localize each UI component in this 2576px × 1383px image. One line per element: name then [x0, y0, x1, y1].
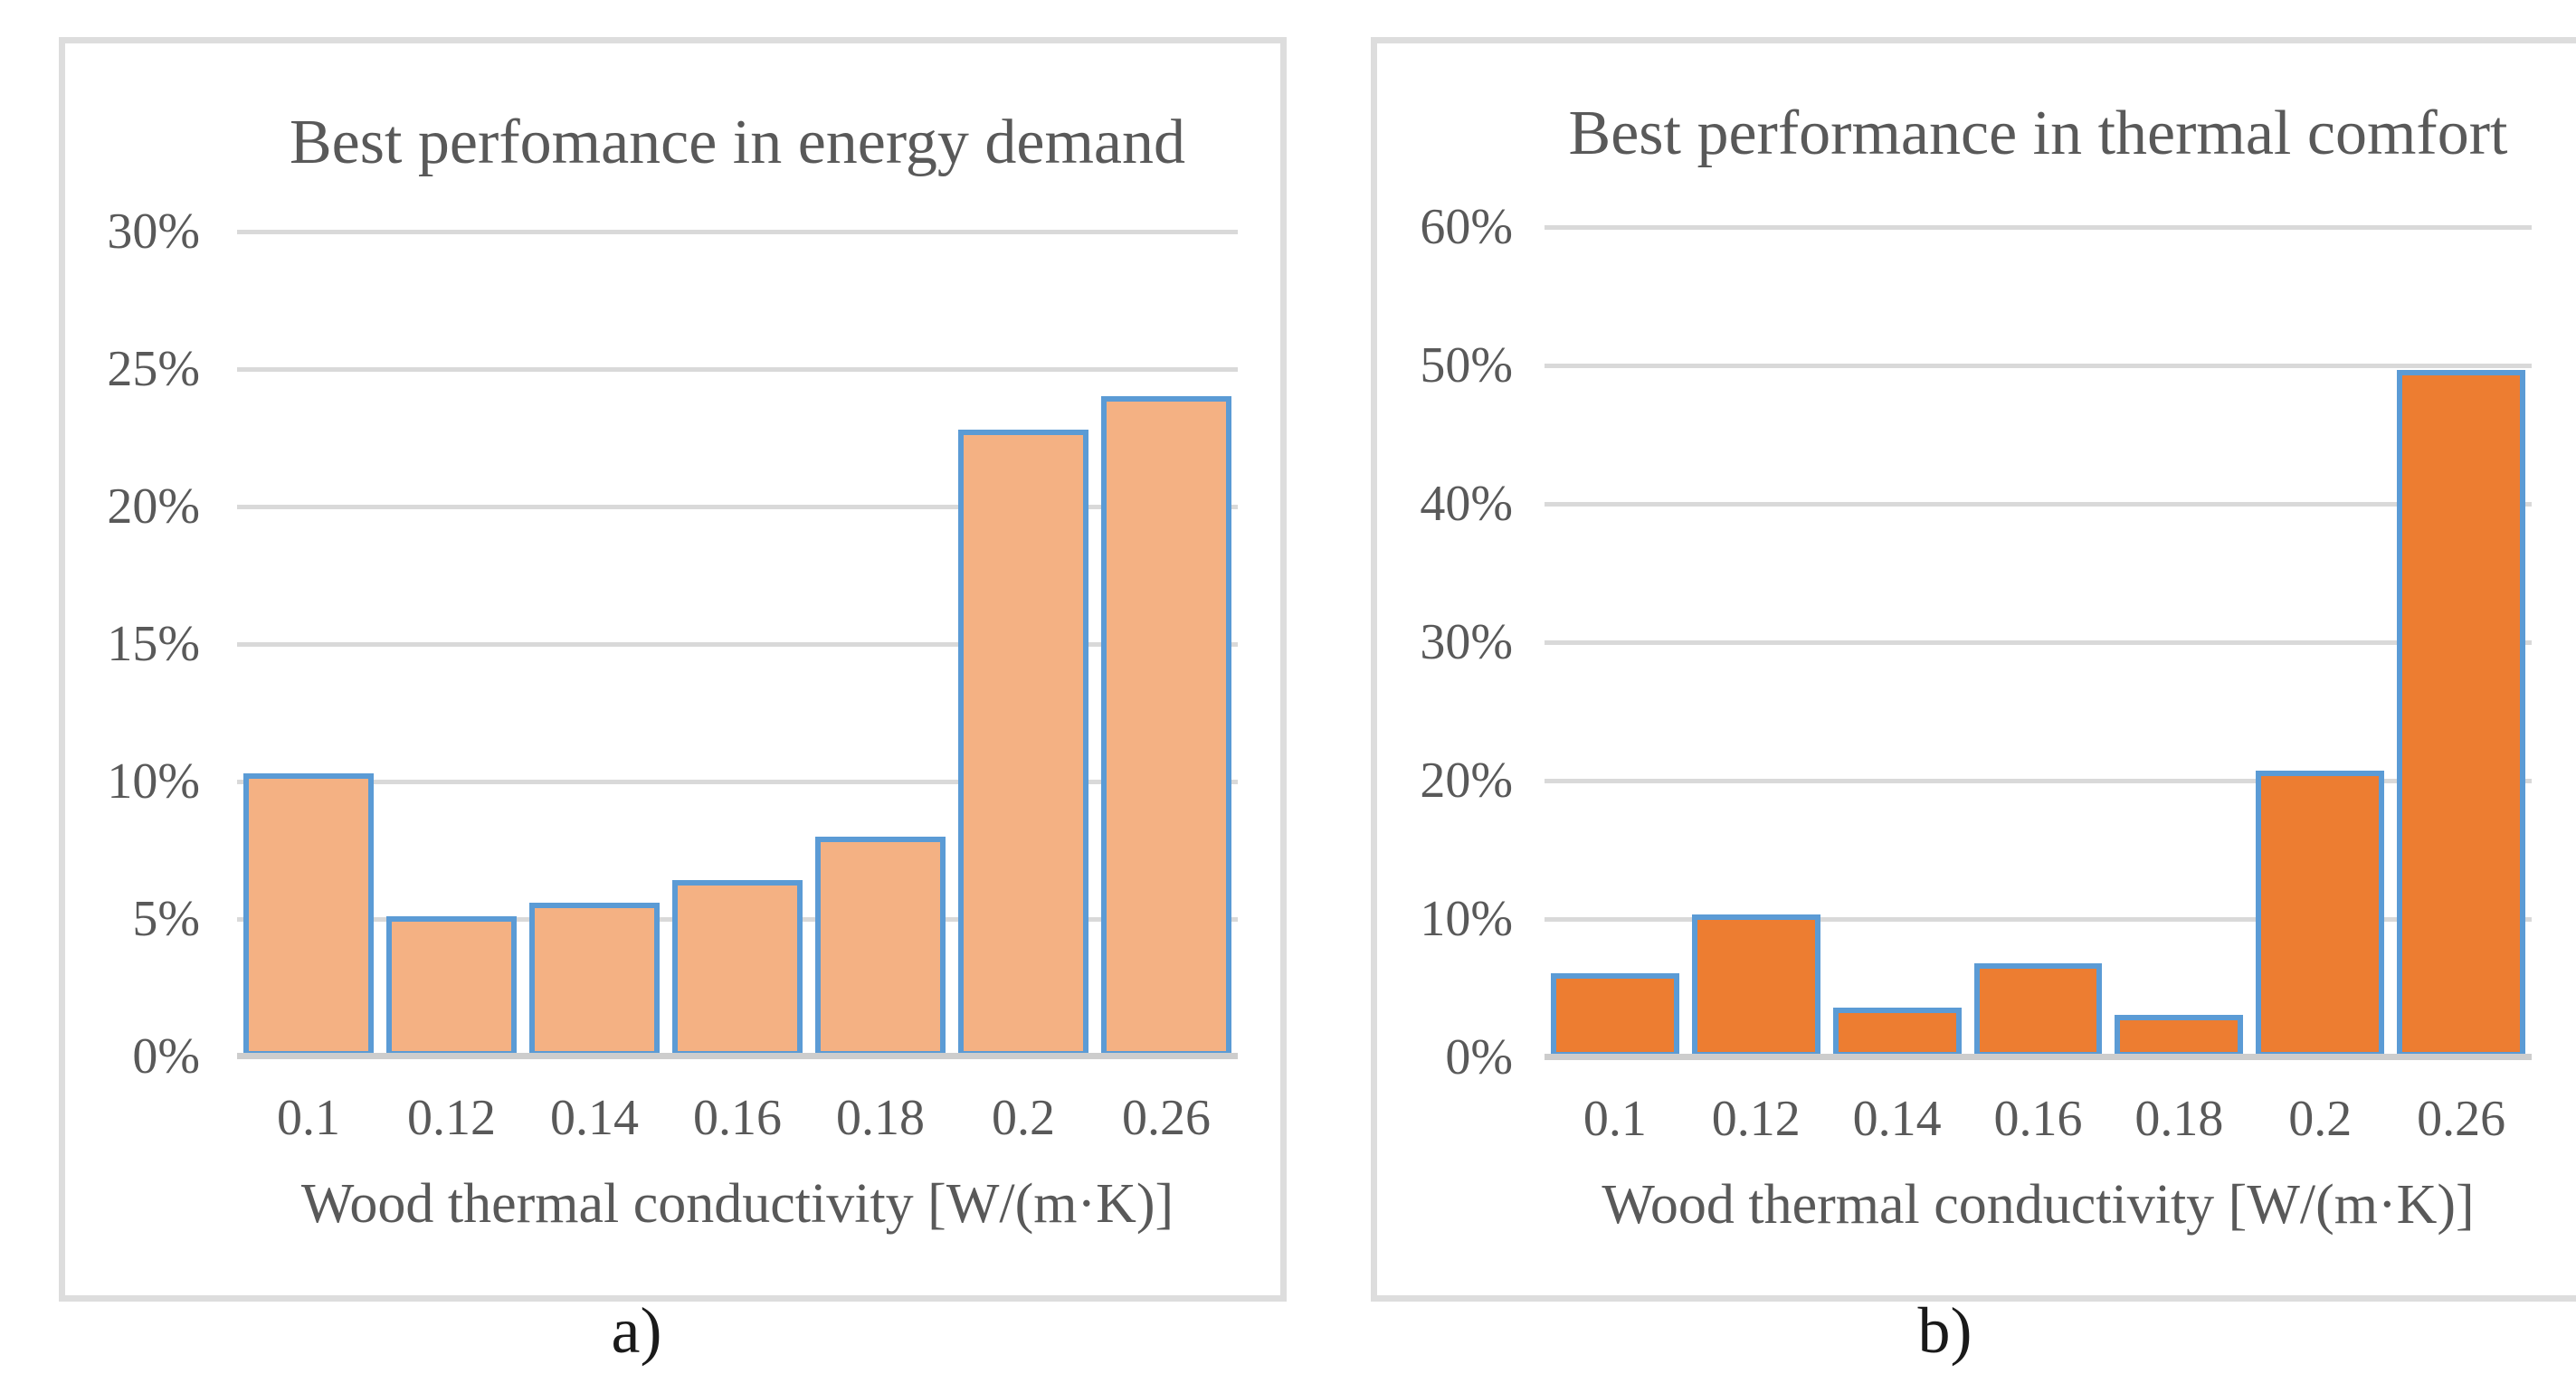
x-tick-label: 0.14	[550, 1090, 639, 1146]
x-tick-label: 0.12	[407, 1090, 496, 1146]
y-tick-label: 10%	[107, 753, 200, 810]
y-tick-label: 20%	[107, 478, 200, 535]
chart-title: Best performance in thermal comfort	[1568, 99, 2508, 168]
chart-panel-thermal-comfort: Best performance in thermal comfort 60% 5…	[1371, 37, 2576, 1302]
bar-0.26	[1101, 396, 1231, 1056]
x-tick-label: 0.2	[2288, 1091, 2353, 1147]
y-tick-label: 60%	[1420, 199, 1513, 255]
panel-caption-b: b)	[1917, 1294, 1972, 1367]
y-tick-label: 0%	[132, 1028, 200, 1085]
x-axis-labels: 0.1 0.12 0.14 0.16 0.18 0.2 0.26	[1545, 1090, 2532, 1153]
y-tick-label: 20%	[1420, 752, 1513, 809]
x-axis-line	[237, 1053, 1238, 1059]
x-tick-label: 0.26	[1122, 1090, 1211, 1146]
bar-0.2	[2256, 771, 2385, 1057]
plot-area	[237, 230, 1238, 1059]
chart-panel-energy-demand: Best perfomance in energy demand 30% 25% 2…	[59, 37, 1287, 1302]
y-tick-label: 25%	[107, 340, 200, 397]
bar-0.18	[815, 836, 946, 1056]
gridline	[237, 504, 1238, 509]
bar-0.14	[1832, 1007, 1962, 1057]
bar-0.12	[1691, 914, 1820, 1057]
gridline	[1545, 917, 2532, 922]
bar-0.1	[1551, 972, 1679, 1057]
bar-0.26	[2397, 369, 2525, 1057]
y-axis-labels: 30% 25% 20% 15% 10% 5% 0%	[65, 204, 200, 1085]
y-tick-label: 10%	[1420, 891, 1513, 947]
x-tick-label: 0.1	[1583, 1091, 1647, 1147]
x-tick-label: 0.16	[1993, 1091, 2083, 1147]
bar-0.12	[386, 915, 517, 1056]
plot-area	[1545, 225, 2532, 1060]
gridline	[1545, 778, 2532, 783]
x-tick-label: 0.26	[2417, 1091, 2506, 1147]
y-tick-label: 30%	[1420, 614, 1513, 670]
gridline	[237, 366, 1238, 372]
x-axis-labels: 0.1 0.12 0.14 0.16 0.18 0.2 0.26	[237, 1089, 1238, 1152]
gridline	[237, 230, 1238, 234]
bar-0.16	[672, 880, 803, 1056]
y-tick-label: 15%	[107, 616, 200, 672]
bar-0.2	[958, 429, 1088, 1056]
x-tick-label: 0.1	[277, 1090, 340, 1146]
x-axis-title: Wood thermal conductivity [W/(m·K)]	[300, 1173, 1174, 1235]
gridline	[237, 642, 1238, 647]
x-tick-label: 0.16	[693, 1090, 782, 1146]
x-tick-label: 0.12	[1711, 1091, 1801, 1147]
gridline	[1545, 640, 2532, 645]
y-axis-labels: 60% 50% 40% 30% 20% 10% 0%	[1377, 199, 1513, 1085]
panel-caption-a: a)	[611, 1294, 662, 1367]
x-tick-label: 0.2	[992, 1090, 1055, 1146]
y-tick-label: 40%	[1420, 475, 1513, 532]
y-tick-label: 5%	[132, 891, 200, 947]
gridline	[1545, 501, 2532, 507]
y-tick-label: 50%	[1420, 336, 1513, 393]
x-tick-label: 0.18	[2134, 1091, 2224, 1147]
x-tick-label: 0.18	[836, 1090, 925, 1146]
chart-title: Best perfomance in energy demand	[289, 108, 1185, 177]
x-tick-label: 0.14	[1852, 1091, 1942, 1147]
bar-0.18	[2115, 1014, 2244, 1057]
gridline	[237, 779, 1238, 784]
bar-0.14	[529, 902, 660, 1056]
bar-0.1	[243, 772, 374, 1056]
gridline	[1545, 225, 2532, 230]
x-axis-line	[1545, 1054, 2532, 1060]
gridline	[1545, 363, 2532, 368]
y-tick-label: 0%	[1445, 1029, 1513, 1085]
bar-0.16	[1973, 962, 2103, 1057]
y-tick-label: 30%	[107, 204, 200, 260]
x-axis-title: Wood thermal conductivity [W/(m·K)]	[1602, 1174, 2475, 1236]
